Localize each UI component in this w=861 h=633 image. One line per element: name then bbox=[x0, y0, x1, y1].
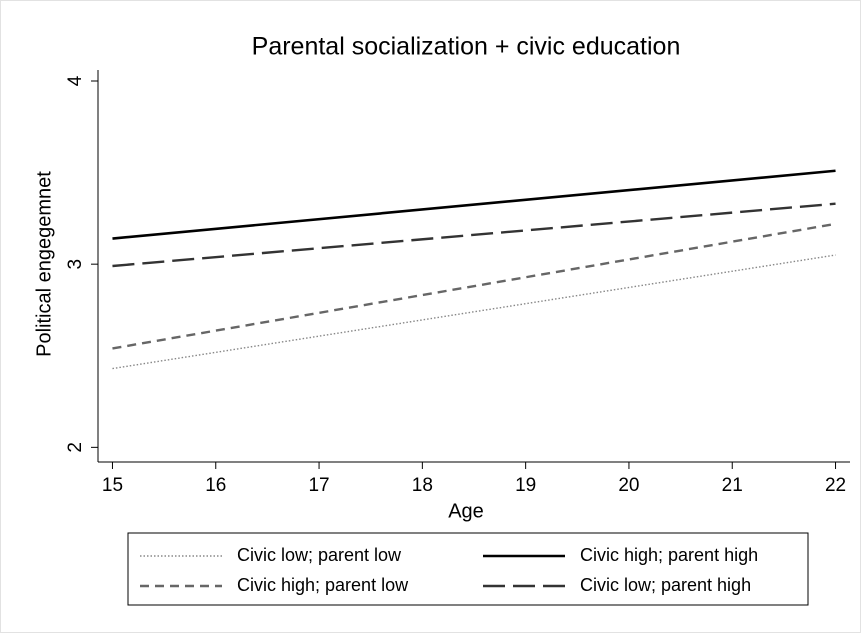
x-tick-label: 20 bbox=[618, 475, 639, 496]
legend-box bbox=[127, 532, 809, 606]
x-tick-label: 17 bbox=[308, 475, 329, 496]
x-tick-label: 15 bbox=[102, 475, 123, 496]
legend-label: Civic high; parent low bbox=[237, 575, 409, 595]
legend-label: Civic low; parent low bbox=[237, 545, 402, 565]
x-tick-label: 18 bbox=[412, 475, 433, 496]
x-axis-label: Age bbox=[448, 500, 484, 522]
series-line bbox=[112, 202, 836, 268]
legend-label: Civic low; parent high bbox=[580, 575, 751, 595]
y-axis-label: Political engegemnet bbox=[33, 171, 55, 357]
x-tick-label: 16 bbox=[205, 475, 226, 496]
y-tick-label: 4 bbox=[65, 75, 86, 86]
x-tick-label: 22 bbox=[825, 475, 846, 496]
series-line bbox=[112, 254, 836, 370]
legend-label: Civic high; parent high bbox=[580, 545, 758, 565]
y-tick-label: 2 bbox=[65, 442, 86, 453]
x-tick-label: 21 bbox=[722, 475, 743, 496]
series-line bbox=[112, 222, 836, 350]
series-line bbox=[112, 169, 836, 240]
y-tick-label: 3 bbox=[65, 259, 86, 270]
x-tick-label: 19 bbox=[515, 475, 536, 496]
chart-title: Parental socialization + civic education bbox=[252, 33, 681, 61]
